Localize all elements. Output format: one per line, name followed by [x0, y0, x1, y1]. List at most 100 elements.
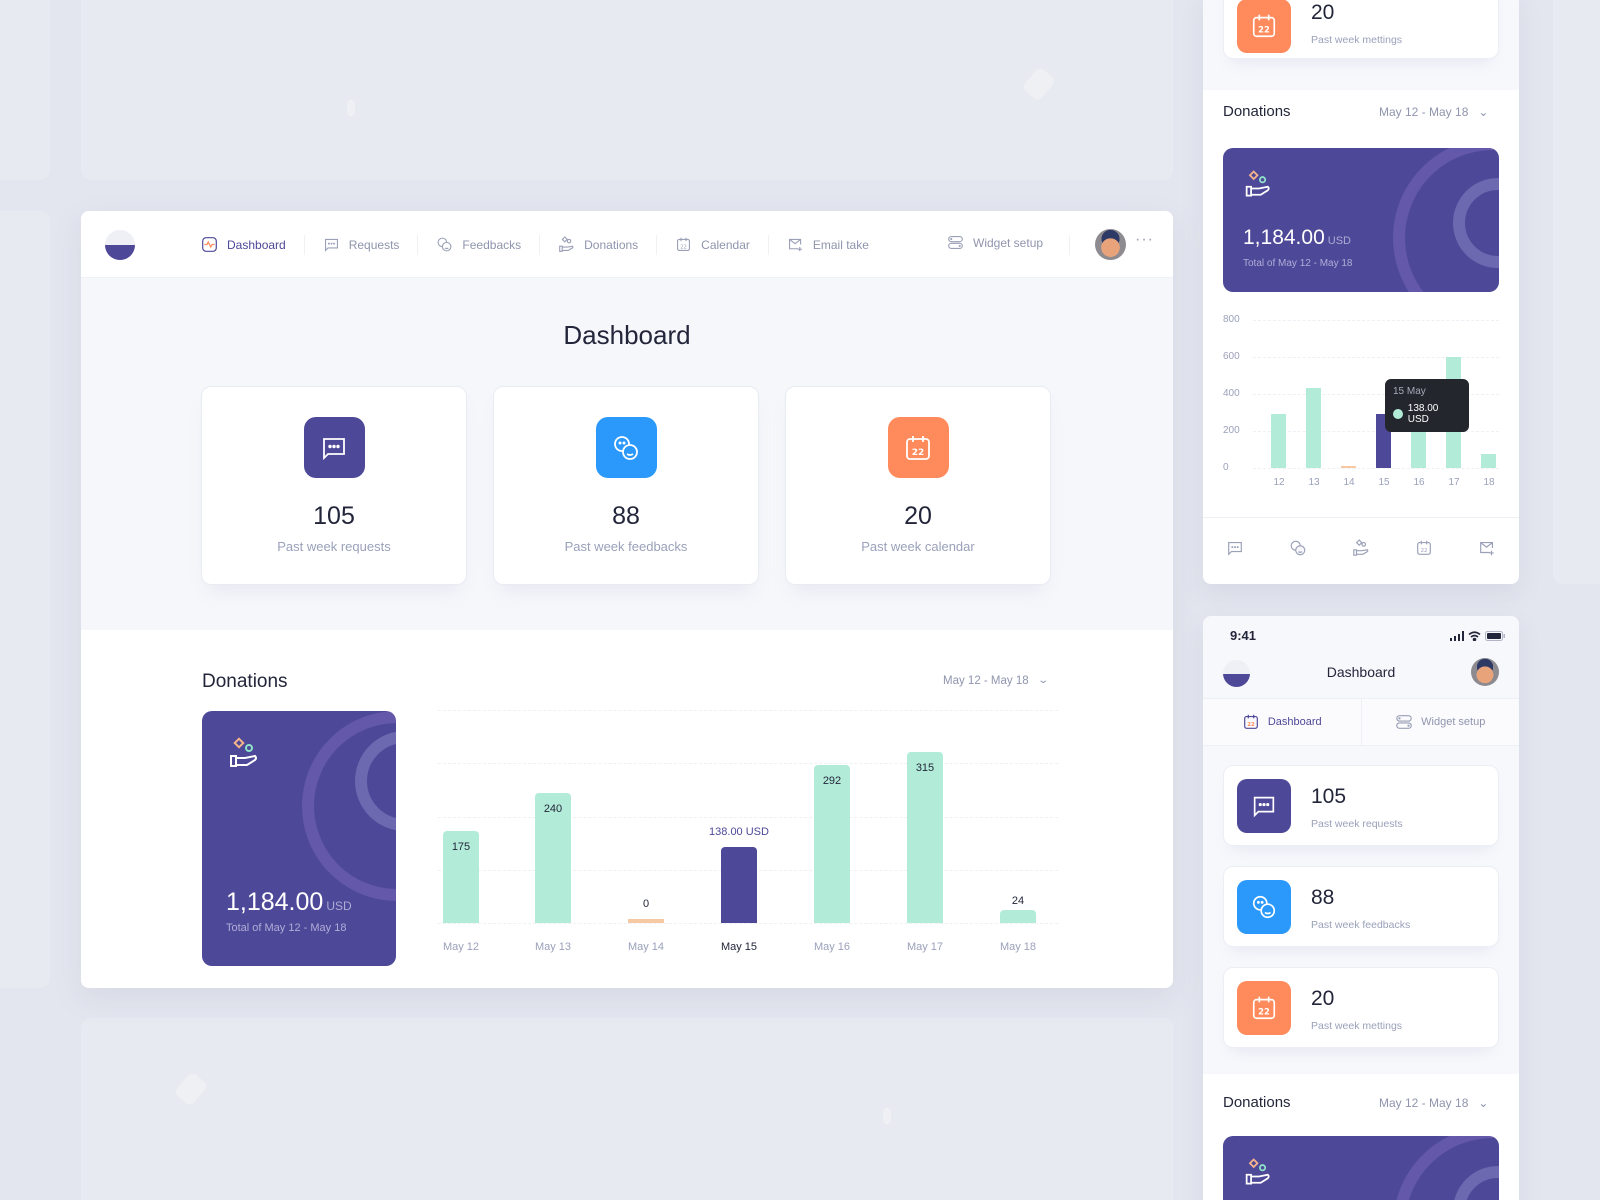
y-axis-label: 600: [1223, 351, 1240, 362]
donations-total: 1,184.00 USD: [226, 888, 352, 917]
x-axis-label: May 17: [906, 941, 944, 953]
faces-icon: [614, 435, 638, 460]
x-axis-label: May 16: [813, 941, 851, 953]
stat-value: 20: [904, 502, 932, 530]
mail-icon[interactable]: [1478, 539, 1496, 557]
x-axis-label: 15: [1378, 477, 1390, 488]
tab-label: Widget setup: [1421, 716, 1486, 728]
stat-value: 105: [313, 502, 355, 530]
mobile-donations-section: Donations May 12 - May 18 ⌄ 1,184.00 USD …: [1203, 90, 1519, 584]
bar-may-16[interactable]: 292: [814, 765, 850, 923]
bar-12[interactable]: [1271, 414, 1286, 468]
bar-may-14[interactable]: [628, 919, 664, 923]
date-range-dropdown[interactable]: May 12 - May 18 ⌄: [1379, 105, 1488, 119]
nav-label: Feedbacks: [462, 237, 522, 252]
nav-label: Calendar: [701, 237, 750, 252]
chat-icon[interactable]: [1226, 539, 1244, 557]
background-panel-left-mid: [0, 211, 50, 988]
chevron-down-icon: ⌄: [1036, 675, 1049, 686]
bar-may-18[interactable]: [1000, 910, 1036, 923]
svg-text:22: 22: [1421, 548, 1428, 554]
nav-item-email-take[interactable]: Email take: [767, 234, 887, 255]
mobile-bottom-tab-bar: 22: [1203, 517, 1519, 577]
tab-widget-setup[interactable]: Widget setup: [1360, 699, 1520, 745]
bar-value: 240: [543, 803, 563, 815]
stat-card-feedbacks[interactable]: 88 Past week feedbacks: [493, 386, 759, 585]
bars-area: 175 240 0 138.00 USD 292 315 24: [438, 710, 1058, 923]
bar-value-highlight: 138.00 USD: [709, 826, 769, 838]
app-logo[interactable]: [1223, 660, 1250, 687]
bar-may-12[interactable]: 175: [443, 831, 479, 923]
date-range-dropdown[interactable]: May 12 - May 18 ⌄: [943, 675, 1049, 687]
donations-subtitle: Total of May 12 - May 18: [1243, 258, 1353, 269]
stat-icon-box: [1237, 880, 1291, 934]
gridline: [438, 817, 1058, 818]
date-range-value: May 12 - May 18: [1379, 105, 1469, 119]
x-axis-label: 13: [1308, 477, 1320, 488]
stat-value: 20: [1311, 987, 1335, 1010]
bar-may-15-highlighted[interactable]: [721, 847, 757, 923]
mail-icon: [788, 238, 802, 252]
nav-item-requests[interactable]: Requests: [303, 234, 418, 255]
calendar-icon: 22: [1252, 996, 1276, 1020]
nav-item-feedbacks[interactable]: Feedbacks: [417, 234, 539, 255]
bar-may-17[interactable]: 315: [907, 752, 943, 923]
bar-18[interactable]: [1481, 454, 1496, 468]
calendar-icon: 22: [906, 435, 930, 460]
x-axis-label: May 18: [999, 941, 1037, 953]
donations-bar-chart: 175 240 0 138.00 USD 292 315 24 May 12 M…: [438, 710, 1058, 953]
x-axis-label: 12: [1273, 477, 1285, 488]
top-navigation-bar: Dashboard Requests Feedbacks Donations 2…: [81, 211, 1173, 278]
activity-icon: [202, 237, 217, 252]
gridline: [438, 710, 1058, 711]
x-axis-label: 17: [1448, 477, 1460, 488]
date-range-dropdown[interactable]: May 12 - May 18 ⌄: [1379, 1096, 1488, 1110]
nav-item-dashboard[interactable]: Dashboard: [201, 235, 304, 255]
faces-icon[interactable]: [1289, 539, 1307, 557]
nav-item-calendar[interactable]: 22 Calendar: [656, 234, 768, 255]
widget-setup-button[interactable]: Widget setup: [947, 234, 1043, 251]
calendar-icon: 22: [1243, 714, 1258, 729]
decorative-shape: [347, 100, 355, 116]
stat-card-requests[interactable]: 105 Past week requests: [201, 386, 467, 585]
mobile-stat-card-meetings[interactable]: 22 20 Past week mettings: [1223, 0, 1499, 59]
total-amount: 1,184.00: [226, 888, 324, 916]
gridline: [1253, 394, 1499, 395]
bar-14[interactable]: [1341, 466, 1356, 468]
svg-text:22: 22: [1247, 722, 1255, 728]
mobile-donations-bar-chart: 800 600 400 200 0 12 13 14 15 16 17 18 1…: [1223, 314, 1499, 500]
chat-icon: [1253, 796, 1275, 818]
donation-hand-icon: [1245, 170, 1270, 197]
donations-subtitle: Total of May 12 - May 18: [226, 922, 347, 934]
mobile-stat-card-feedbacks[interactable]: 88 Past week feedbacks: [1223, 866, 1499, 947]
faces-icon: [1252, 895, 1276, 919]
nav-item-donations[interactable]: Donations: [539, 234, 656, 255]
app-logo[interactable]: [105, 230, 135, 260]
donations-total-card: 1,184.00 USD Total of May 12 - May 18: [202, 711, 396, 966]
user-avatar[interactable]: [1471, 658, 1499, 686]
mobile-stat-card-requests[interactable]: 105 Past week requests: [1223, 765, 1499, 846]
bar-13[interactable]: [1306, 388, 1321, 468]
calendar-icon[interactable]: 22: [1415, 539, 1433, 557]
chart-tooltip: 15 May 138.00 USD: [1385, 379, 1469, 432]
stat-value: 20: [1311, 1, 1335, 24]
mobile-screen-dashboard: 9:41 Dashboard 22 Dashboard Widget setup…: [1203, 616, 1519, 1200]
stat-icon-box: [1237, 779, 1291, 833]
user-avatar[interactable]: [1095, 229, 1126, 260]
more-options-button[interactable]: ···: [1135, 231, 1154, 248]
stat-icon-box: 22: [1237, 981, 1291, 1035]
total-amount: 1,184.00: [1243, 226, 1325, 249]
toggles-icon: [1396, 715, 1412, 729]
tab-label: Dashboard: [1267, 716, 1322, 728]
x-axis-label-active: May 15: [720, 941, 758, 953]
mobile-stat-card-meetings[interactable]: 22 20 Past week mettings: [1223, 967, 1499, 1048]
tab-dashboard[interactable]: 22 Dashboard: [1203, 699, 1361, 745]
chevron-down-icon: ⌄: [1478, 105, 1489, 119]
stat-card-calendar[interactable]: 22 20 Past week calendar: [785, 386, 1051, 585]
donation-hand-icon[interactable]: [1352, 538, 1370, 557]
donations-total-card: 1,184.00 USD Total of May 12 - May 18: [1223, 148, 1499, 292]
stat-label: Past week requests: [1311, 818, 1403, 830]
stat-label: Past week requests: [277, 539, 391, 554]
bar-may-13[interactable]: 240: [535, 793, 571, 923]
x-axis-label: 18: [1483, 477, 1495, 488]
